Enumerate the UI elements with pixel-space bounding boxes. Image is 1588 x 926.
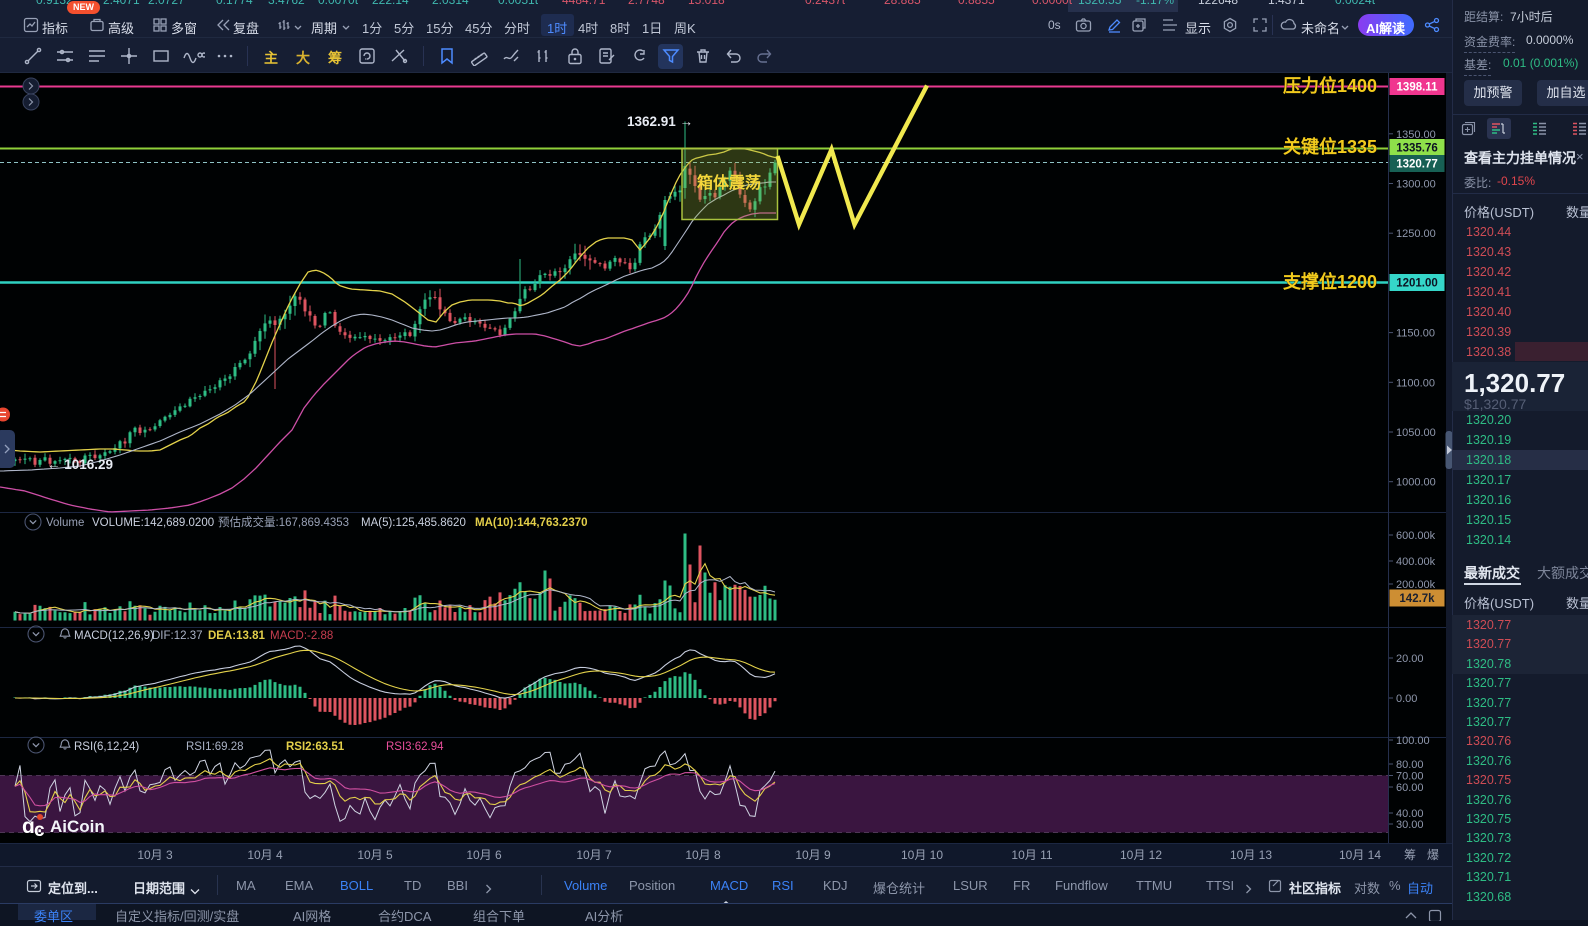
svg-text:1362.91 →: 1362.91 →	[627, 114, 693, 129]
svg-text:10月 5: 10月 5	[357, 848, 393, 862]
svg-text:Volume: Volume	[46, 517, 84, 529]
svg-text:VOLUME:142,689.0200: VOLUME:142,689.0200	[92, 517, 214, 529]
svg-text:1000.00: 1000.00	[1396, 477, 1436, 489]
svg-text:RSI(6,12,24): RSI(6,12,24)	[74, 741, 139, 753]
svg-text:10月 12: 10月 12	[1120, 848, 1162, 862]
svg-text:10月 9: 10月 9	[795, 848, 831, 862]
svg-text:1201.00: 1201.00	[1396, 278, 1438, 290]
svg-text:筹: 筹	[1404, 848, 1416, 862]
svg-text:压力位1400: 压力位1400	[1283, 75, 1377, 96]
svg-text:1150.00: 1150.00	[1396, 328, 1435, 340]
svg-text:关键位1335: 关键位1335	[1283, 136, 1377, 157]
svg-text:200.00k: 200.00k	[1396, 579, 1436, 591]
svg-text:RSI1:69.28: RSI1:69.28	[186, 741, 244, 753]
svg-text:600.00k: 600.00k	[1396, 530, 1436, 542]
svg-text:10月 11: 10月 11	[1011, 848, 1052, 862]
svg-text:10月 6: 10月 6	[466, 848, 502, 862]
svg-text:20.00: 20.00	[1396, 653, 1424, 665]
svg-text:DEA:13.81: DEA:13.81	[208, 630, 265, 642]
svg-text:10月 14: 10月 14	[1339, 848, 1381, 862]
svg-text:10月 4: 10月 4	[247, 848, 283, 862]
svg-text:70.00: 70.00	[1396, 771, 1424, 783]
svg-text:AiCoin: AiCoin	[50, 817, 105, 836]
svg-text:10月 10: 10月 10	[901, 848, 943, 862]
svg-text:60.00: 60.00	[1396, 782, 1424, 794]
svg-text:← 1016.29: ← 1016.29	[47, 457, 113, 472]
svg-text:1250.00: 1250.00	[1396, 228, 1436, 240]
svg-text:10月 3: 10月 3	[137, 848, 173, 862]
svg-text:1050.00: 1050.00	[1396, 427, 1436, 439]
svg-text:142.7k: 142.7k	[1399, 593, 1435, 605]
svg-text:1398.11: 1398.11	[1397, 82, 1439, 94]
svg-text:10月 13: 10月 13	[1230, 848, 1272, 862]
svg-text:RSI2:63.51: RSI2:63.51	[286, 741, 345, 753]
svg-text:MACD(12,26,9): MACD(12,26,9)	[74, 630, 154, 642]
svg-text:MACD:-2.88: MACD:-2.88	[270, 630, 333, 642]
svg-text:400.00k: 400.00k	[1396, 556, 1436, 568]
svg-text:ɑ: ɑ	[22, 815, 35, 838]
svg-text:1300.00: 1300.00	[1396, 179, 1436, 191]
svg-text:1100.00: 1100.00	[1396, 377, 1435, 389]
svg-text:1320.77: 1320.77	[1396, 159, 1438, 171]
svg-text:80.00: 80.00	[1396, 759, 1424, 771]
svg-text:DIF:12.37: DIF:12.37	[152, 630, 203, 642]
svg-text:1335.76: 1335.76	[1396, 143, 1438, 155]
svg-text:0.00: 0.00	[1396, 693, 1417, 705]
svg-text:ͼ: ͼ	[34, 820, 45, 841]
svg-text:支撑位1200: 支撑位1200	[1282, 271, 1377, 292]
svg-text:爆: 爆	[1427, 848, 1439, 862]
svg-text:40.00: 40.00	[1396, 808, 1424, 820]
svg-text:10月 7: 10月 7	[576, 848, 612, 862]
svg-text:RSI3:62.94: RSI3:62.94	[386, 741, 444, 753]
svg-text:MA(5):125,485.8620: MA(5):125,485.8620	[361, 517, 466, 529]
svg-text:30.00: 30.00	[1396, 819, 1424, 831]
svg-text:100.00: 100.00	[1396, 735, 1430, 747]
svg-text:预估成交量:167,869.4353: 预估成交量:167,869.4353	[218, 515, 349, 529]
svg-text:箱体震荡: 箱体震荡	[697, 173, 761, 192]
svg-text:1350.00: 1350.00	[1396, 129, 1436, 141]
svg-text:10月 8: 10月 8	[685, 848, 721, 862]
svg-text:MA(10):144,763.2370: MA(10):144,763.2370	[475, 517, 588, 529]
